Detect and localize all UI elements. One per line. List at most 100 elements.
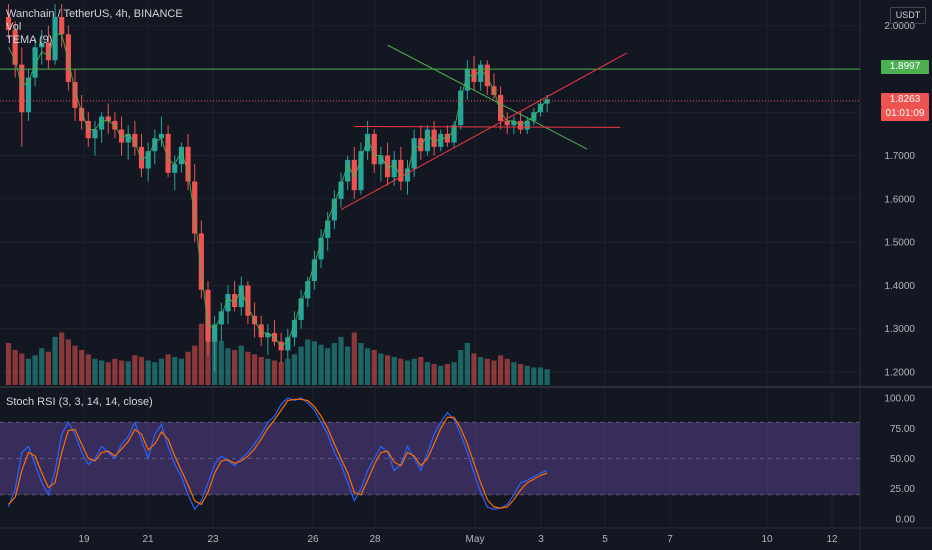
date-tick-label: May <box>466 534 485 545</box>
candle-body <box>192 181 198 234</box>
candle-body <box>524 120 530 130</box>
trendlines[interactable] <box>0 44 860 211</box>
chart-legend: Wanchain / TetherUS, 4h, BINANCE Vol TEM… <box>6 8 183 47</box>
candle-body <box>384 155 391 178</box>
candle-body <box>125 133 131 143</box>
candle-body <box>404 168 411 182</box>
volume-bar <box>511 362 517 385</box>
volume-bar <box>152 362 158 385</box>
time-axis[interactable]: 19 21 23 26 28 May 3 5 7 10 12 <box>78 534 838 545</box>
volume-bar <box>458 350 464 385</box>
volume-bar <box>371 350 377 385</box>
volume-bar <box>531 367 537 385</box>
candle-body <box>132 133 138 147</box>
volume-bar <box>79 350 85 385</box>
price-tick-label: 2.0000 <box>884 21 915 32</box>
currency-label[interactable]: USDT <box>890 7 926 24</box>
volume-bar <box>25 358 32 385</box>
candle-body <box>52 16 58 61</box>
date-tick-label: 19 <box>78 534 90 545</box>
volume-bar <box>178 358 184 385</box>
candle-body <box>205 289 211 342</box>
volume-bar <box>391 357 397 385</box>
candle-body <box>105 116 111 121</box>
trendline-resistance <box>387 44 588 150</box>
volume-legend[interactable]: Vol <box>6 21 22 33</box>
volume-bars <box>5 315 550 385</box>
candle-body <box>504 120 510 126</box>
candle-body <box>32 47 38 78</box>
trendline-support-trend <box>340 52 628 211</box>
candle-body <box>451 125 457 143</box>
volume-bar <box>125 361 131 385</box>
volume-bar <box>85 354 91 385</box>
volume-bar <box>12 350 18 385</box>
candle-body <box>238 285 244 308</box>
stoch-d-line <box>8 398 548 509</box>
volume-bar <box>517 364 524 385</box>
date-tick-label: 10 <box>761 534 773 545</box>
candle-body <box>99 116 105 130</box>
osc-tick-label: 50.00 <box>890 454 915 465</box>
volume-bar <box>258 357 264 385</box>
volume-bar <box>298 346 304 385</box>
candle-body <box>138 146 145 169</box>
volume-bar <box>19 353 25 385</box>
oscillator-axis: 100.00 75.00 50.00 25.00 0.00 <box>884 394 915 526</box>
volume-bar <box>384 355 391 385</box>
stoch-band <box>0 421 860 496</box>
candle-body <box>338 181 344 199</box>
candle-body <box>498 94 504 121</box>
volume-bar <box>265 358 271 385</box>
candle-body <box>398 159 404 182</box>
candle-body <box>298 298 304 321</box>
volume-bar <box>52 336 58 385</box>
candle-body <box>291 320 298 338</box>
volume-bar <box>5 343 12 385</box>
candle-body <box>458 90 464 126</box>
volume-bar <box>158 358 165 385</box>
volume-bar <box>424 362 431 385</box>
volume-bar <box>504 358 510 385</box>
candle-body <box>285 337 291 351</box>
volume-bar <box>345 346 351 385</box>
candle-body <box>152 138 158 152</box>
stoch-lines <box>7 397 548 511</box>
osc-tick-label: 100.00 <box>884 394 915 405</box>
candle-body <box>172 164 178 173</box>
last-price-badge: 1.8263 <box>881 93 929 107</box>
countdown-badge: 01:01:09 <box>881 107 929 121</box>
volume-bar <box>498 355 504 385</box>
resistance-price-badge: 1.8997 <box>881 60 929 74</box>
candle-body <box>5 16 12 30</box>
osc-tick-label: 0.00 <box>896 514 916 525</box>
volume-bar <box>411 358 417 385</box>
volume-bar <box>471 353 477 385</box>
symbol-title[interactable]: Wanchain / TetherUS, 4h, BINANCE <box>6 8 183 20</box>
candle-body <box>358 151 364 191</box>
volume-bar <box>351 332 357 385</box>
candle-body <box>325 220 331 238</box>
volume-bar <box>358 343 364 385</box>
date-tick-label: 28 <box>369 534 381 545</box>
candle-body <box>424 129 431 152</box>
price-axis[interactable]: 2.00001.90001.80001.70001.60001.50001.40… <box>884 21 915 378</box>
candle-body <box>478 64 484 82</box>
candle-body <box>72 81 78 108</box>
stoch-rsi-legend[interactable]: Stoch RSI (3, 3, 14, 14, close) <box>6 396 153 408</box>
price-tick-label: 1.3000 <box>884 324 915 335</box>
candle-body <box>311 259 317 282</box>
tema-legend[interactable]: TEMA (9) <box>6 34 53 46</box>
volume-bar <box>112 358 118 385</box>
candle-body <box>198 233 204 290</box>
volume-bar <box>365 348 371 385</box>
date-tick-label: 3 <box>538 534 544 545</box>
volume-bar <box>138 357 145 385</box>
volume-bar <box>464 343 470 385</box>
volume-bar <box>318 344 324 385</box>
volume-bar <box>225 348 231 385</box>
volume-bar <box>537 367 544 385</box>
candle-body <box>411 138 417 169</box>
volume-bar <box>291 354 298 385</box>
